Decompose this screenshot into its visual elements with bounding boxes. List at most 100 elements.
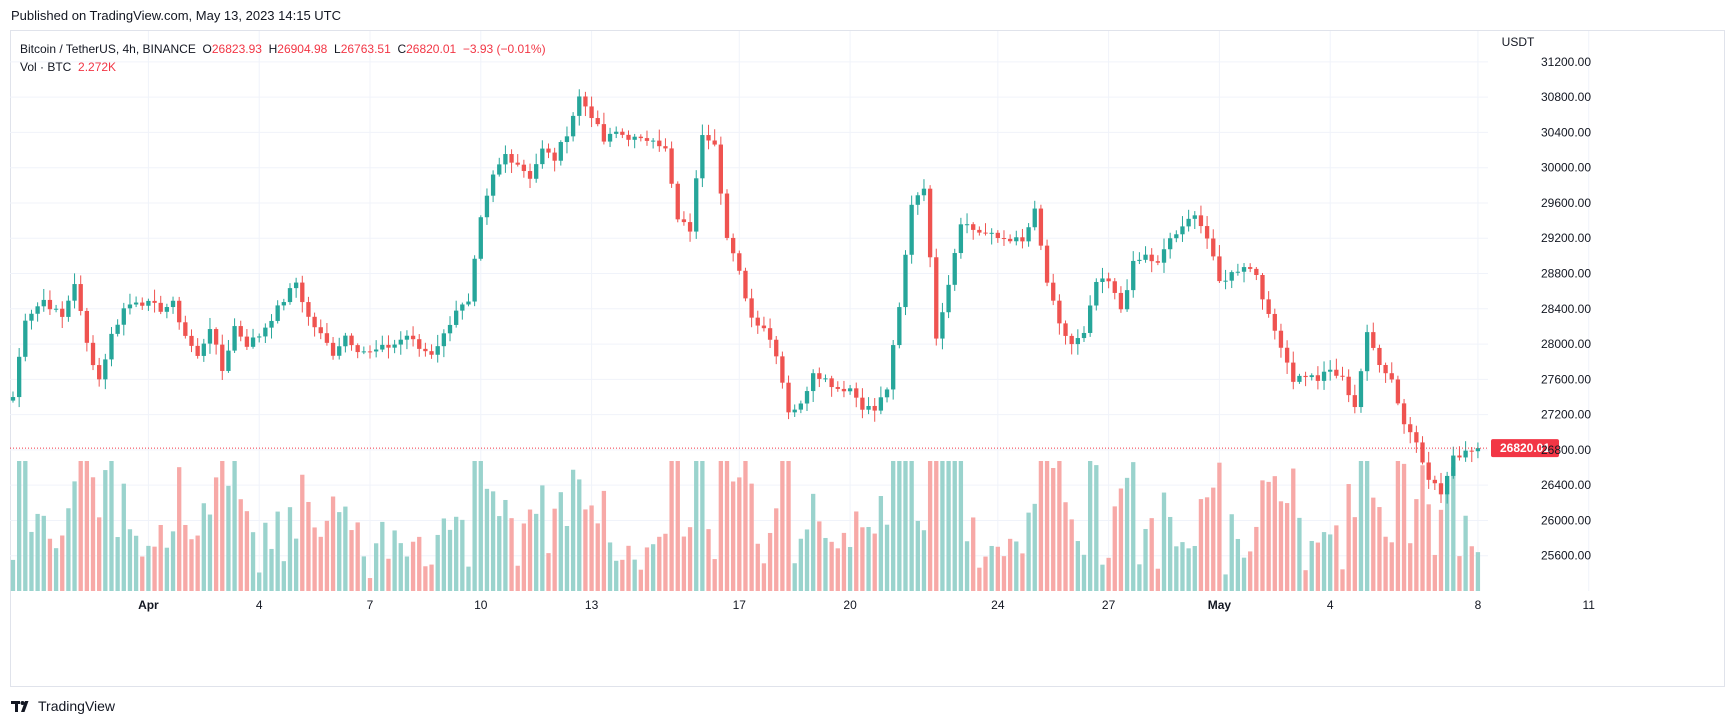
candle-body xyxy=(601,124,607,142)
candle-body xyxy=(835,387,840,389)
candle-body xyxy=(1143,254,1148,260)
candle-body xyxy=(97,365,102,380)
volume-bar xyxy=(1020,553,1025,591)
volume-bar xyxy=(503,499,508,591)
candle-body xyxy=(989,232,994,234)
candle-body xyxy=(72,284,77,301)
symbol-title[interactable]: Bitcoin / TetherUS, 4h, BINANCE xyxy=(20,42,196,56)
volume-bar xyxy=(293,538,299,591)
candle-body xyxy=(737,253,742,271)
candle-body xyxy=(417,339,422,349)
volume-bar xyxy=(226,485,231,591)
volume-bar xyxy=(121,483,126,591)
volume-bar xyxy=(35,513,40,591)
volume-bar xyxy=(767,532,773,591)
candle-body xyxy=(509,154,514,163)
price-tick-label: 26800.00 xyxy=(1541,443,1591,457)
footer-brand[interactable]: TradingView xyxy=(11,698,115,714)
candle-body xyxy=(41,299,46,307)
candle-body xyxy=(663,146,668,149)
candle-body xyxy=(1303,375,1308,378)
candle-body xyxy=(1364,332,1370,372)
candle-body xyxy=(121,308,126,325)
candle-body xyxy=(860,397,865,410)
candle-body xyxy=(755,317,760,326)
volume-bar xyxy=(927,461,933,591)
volume-bar xyxy=(1223,574,1228,591)
volume-bar xyxy=(1358,461,1364,591)
volume-bar xyxy=(1087,461,1093,591)
candle-body xyxy=(1063,323,1068,336)
candle-body xyxy=(1254,268,1259,275)
volume-bar xyxy=(1149,518,1154,591)
candle-body xyxy=(60,308,65,317)
candle-body xyxy=(490,174,496,196)
candle-body xyxy=(115,324,120,334)
candle-body xyxy=(1248,267,1253,269)
volume-bar xyxy=(232,461,237,591)
price-tick-label: 30800.00 xyxy=(1541,90,1591,104)
close-label: C xyxy=(397,42,407,56)
volume-bar xyxy=(257,572,262,591)
volume-bar xyxy=(1112,506,1117,591)
candle-body xyxy=(927,188,933,258)
volume-bar xyxy=(1161,492,1167,591)
volume-bar xyxy=(995,546,1000,591)
volume-bar xyxy=(306,501,311,591)
candle-body xyxy=(343,335,348,347)
volume-label[interactable]: Vol · BTC xyxy=(20,60,72,74)
volume-bar xyxy=(650,544,656,591)
candle-body xyxy=(1051,282,1056,301)
candle-body xyxy=(1081,332,1087,339)
candle-body xyxy=(607,133,613,142)
volume-bar xyxy=(398,543,403,591)
candle-body xyxy=(1057,300,1062,324)
volume-bar xyxy=(1180,542,1185,591)
volume-bar xyxy=(804,529,810,591)
volume-bar xyxy=(1401,463,1407,591)
time-tick-label: 27 xyxy=(1102,598,1116,612)
volume-bar xyxy=(1260,480,1265,591)
volume-bar xyxy=(1063,502,1068,591)
legend-line-volume: Vol · BTC 2.272K xyxy=(20,58,546,76)
candle-body xyxy=(1168,238,1173,250)
candle-body xyxy=(207,329,213,344)
time-tick-label: 7 xyxy=(367,598,374,612)
candle-body xyxy=(1352,395,1357,408)
high-label: H xyxy=(268,42,278,56)
volume-bar xyxy=(497,516,502,591)
open-value: 26823.93 xyxy=(211,42,262,56)
price-tick-label: 28400.00 xyxy=(1541,302,1591,316)
candle-body xyxy=(964,224,970,226)
volume-bar xyxy=(158,524,163,591)
volume-bar xyxy=(1069,519,1074,591)
volume-bar xyxy=(386,558,391,591)
volume-bar xyxy=(934,461,939,591)
candle-body xyxy=(644,138,650,141)
volume-bar xyxy=(706,529,711,591)
volume-bar xyxy=(1155,568,1161,591)
candle-body xyxy=(1198,215,1204,227)
chart-legend: Bitcoin / TetherUS, 4h, BINANCE O26823.9… xyxy=(20,40,546,76)
candle-body xyxy=(743,270,748,299)
candles xyxy=(10,89,1481,504)
candle-body xyxy=(558,142,563,161)
candle-body xyxy=(620,131,625,135)
volume-bar xyxy=(675,461,680,591)
chart-frame[interactable] xyxy=(10,30,1725,687)
volume-bar xyxy=(1026,512,1031,591)
candle-body xyxy=(1124,290,1130,310)
candle-body xyxy=(1118,292,1124,310)
volume-bar xyxy=(1100,564,1105,591)
volume-bar xyxy=(1235,538,1241,591)
candle-body xyxy=(1371,332,1376,348)
volume-bar xyxy=(1408,543,1413,591)
volume-bar xyxy=(337,512,342,591)
volume-bar xyxy=(90,477,96,591)
candle-body xyxy=(484,195,490,218)
candle-body xyxy=(220,344,225,371)
volume-bar xyxy=(109,461,114,591)
time-tick-label: 20 xyxy=(843,598,857,612)
volume-bar xyxy=(564,525,570,591)
